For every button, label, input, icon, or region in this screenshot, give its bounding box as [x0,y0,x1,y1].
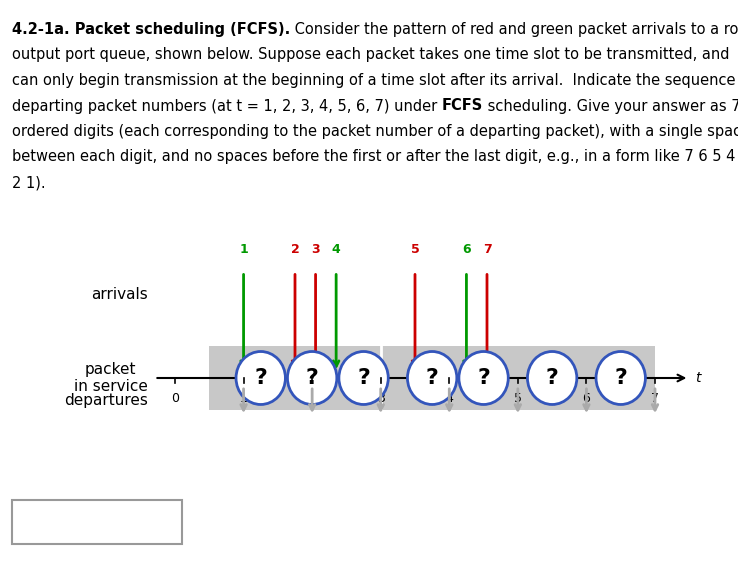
Text: 5: 5 [514,392,522,405]
Ellipse shape [459,352,508,405]
Bar [12,500,182,544]
Bar [381,346,655,410]
Ellipse shape [288,352,337,405]
Text: 2 1).: 2 1). [12,175,46,190]
Text: 4.2-1a. Packet scheduling (FCFS).: 4.2-1a. Packet scheduling (FCFS). [12,22,290,37]
Bar [210,346,381,410]
Text: ?: ? [477,368,490,388]
Text: output port queue, shown below. Suppose each packet takes one time slot to be tr: output port queue, shown below. Suppose … [12,47,729,62]
Text: 1: 1 [240,392,247,405]
Text: between each digit, and no spaces before the first or after the last digit, e.g.: between each digit, and no spaces before… [12,149,738,164]
Text: departing packet numbers (at t = 1, 2, 3, 4, 5, 6, 7) under: departing packet numbers (at t = 1, 2, 3… [12,99,442,114]
Text: 3: 3 [311,243,320,257]
Text: departures: departures [63,394,148,409]
Text: 6: 6 [582,392,590,405]
Text: ?: ? [255,368,267,388]
Text: ?: ? [306,368,319,388]
Text: ?: ? [545,368,559,388]
Text: 4: 4 [332,243,340,257]
Text: FCFS: FCFS [442,99,483,114]
Ellipse shape [528,352,577,405]
Ellipse shape [596,352,646,405]
Text: ?: ? [614,368,627,388]
Text: ?: ? [357,368,370,388]
Text: 0: 0 [171,392,179,405]
Text: packet
in service: packet in service [74,362,148,394]
Text: 2: 2 [291,243,300,257]
Ellipse shape [236,352,286,405]
Text: 1: 1 [239,243,248,257]
Text: 5: 5 [410,243,419,257]
Ellipse shape [407,352,457,405]
Text: t: t [695,371,701,385]
Text: 7: 7 [483,243,492,257]
Text: scheduling. Give your answer as 7: scheduling. Give your answer as 7 [483,99,738,114]
Text: can only begin transmission at the beginning of a time slot after its arrival.  : can only begin transmission at the begin… [12,73,738,88]
Text: ordered digits (each corresponding to the packet number of a departing packet), : ordered digits (each corresponding to th… [12,124,738,139]
Text: 3: 3 [377,392,384,405]
Text: ?: ? [426,368,438,388]
Text: 4: 4 [445,392,453,405]
Text: 2: 2 [308,392,316,405]
Text: 7: 7 [651,392,659,405]
Text: 6: 6 [462,243,471,257]
Text: arrivals: arrivals [91,287,148,302]
Ellipse shape [339,352,388,405]
Text: Consider the pattern of red and green packet arrivals to a router’s: Consider the pattern of red and green pa… [290,22,738,37]
